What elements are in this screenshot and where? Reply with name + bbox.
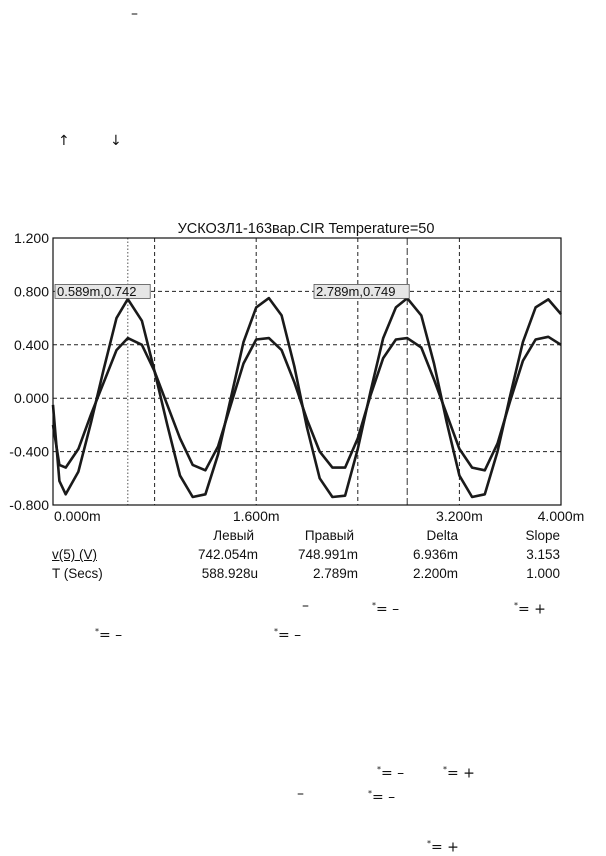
- cursor-labels: 0.589m,0.742 2.789m,0.749: [54, 284, 410, 299]
- row-label-time: T (Secs): [52, 566, 103, 581]
- up-arrow-icon: ↑: [58, 133, 70, 149]
- voltage-left: 742.054m: [197, 547, 258, 562]
- cursor-label-box: [313, 284, 410, 299]
- waveform-chart: УСКОЗЛ1-163вар.CIR Temperature=50 -0.800…: [9, 221, 584, 524]
- fragment-eq: *= +: [443, 762, 475, 782]
- x-tick-label: 1.600m: [233, 508, 280, 524]
- fragment-eq: *= –: [377, 762, 404, 782]
- time-slope: 1.000: [526, 566, 560, 581]
- asterisk: *: [377, 765, 381, 774]
- asterisk: *: [368, 789, 372, 798]
- y-tick-label: -0.800: [9, 497, 49, 513]
- fragment-dash: –: [131, 6, 138, 22]
- fragment-eq-text: = –: [99, 627, 123, 644]
- header-slope: Slope: [525, 528, 560, 543]
- y-tick-label: -0.400: [9, 444, 49, 460]
- fragment-eq: *= –: [372, 598, 399, 618]
- asterisk: *: [427, 839, 431, 848]
- fragment-eq-text: = +: [518, 601, 546, 618]
- voltage-delta: 6.936m: [412, 547, 458, 562]
- fragment-dash: –: [302, 598, 309, 614]
- x-tick-label: 3.200m: [436, 508, 483, 524]
- cursor-label-box: [54, 284, 151, 299]
- cursor-label: 0.589m,0.742: [57, 284, 137, 299]
- chart-title: УСКОЗЛ1-163вар.CIR Temperature=50: [178, 221, 435, 237]
- header-left: Левый: [213, 528, 254, 543]
- fragment-eq-text: = +: [447, 765, 475, 782]
- row-label-voltage[interactable]: v(5) (V): [52, 547, 97, 562]
- x-tick-label: 4.000m: [538, 508, 585, 524]
- cursor-label: 2.789m,0.749: [316, 284, 396, 299]
- fragment-eq: *= +: [514, 598, 546, 618]
- fragment-eq-text: = –: [372, 789, 396, 806]
- asterisk: *: [514, 601, 518, 610]
- fragment-eq-text: = +: [431, 839, 459, 856]
- voltage-slope: 3.153: [526, 547, 560, 562]
- series-line-1: [51, 296, 562, 499]
- fragment-eq: *= –: [274, 624, 301, 644]
- fragment-dash: –: [297, 786, 304, 802]
- asterisk: *: [95, 627, 99, 636]
- fragment-eq-text: = –: [381, 765, 405, 782]
- time-delta: 2.200m: [412, 566, 458, 581]
- asterisk: *: [443, 765, 447, 774]
- x-tick-label: 0.000m: [54, 508, 101, 524]
- y-axis-ticks: -0.800 -0.400 0.000 0.400 0.800 1.200: [9, 230, 49, 513]
- y-tick-label: 0.800: [14, 283, 49, 299]
- header-delta: Delta: [426, 528, 458, 543]
- fragment-eq-text: = –: [278, 627, 302, 644]
- fragment-eq-text: = –: [376, 601, 400, 618]
- grid: [53, 238, 561, 505]
- series-line-2: [51, 335, 562, 472]
- header-right: Правый: [304, 528, 354, 543]
- down-arrow-icon: ↓: [110, 133, 122, 149]
- asterisk: *: [372, 601, 376, 610]
- cursors[interactable]: [127, 238, 408, 505]
- series: [51, 296, 562, 499]
- time-left: 588.928u: [201, 566, 258, 581]
- fragment-eq: *= –: [95, 624, 122, 644]
- plot-frame: [52, 237, 562, 506]
- y-tick-label: 0.400: [14, 337, 49, 353]
- voltage-right: 748.991m: [297, 547, 358, 562]
- fragment-eq: *= +: [427, 836, 459, 856]
- fragment-eq: *= –: [368, 786, 395, 806]
- x-axis-ticks: 0.000m 1.600m 3.200m 4.000m: [54, 508, 584, 524]
- asterisk: *: [274, 627, 278, 636]
- y-tick-label: 1.200: [14, 230, 49, 246]
- time-right: 2.789m: [312, 566, 358, 581]
- y-tick-label: 0.000: [14, 390, 49, 406]
